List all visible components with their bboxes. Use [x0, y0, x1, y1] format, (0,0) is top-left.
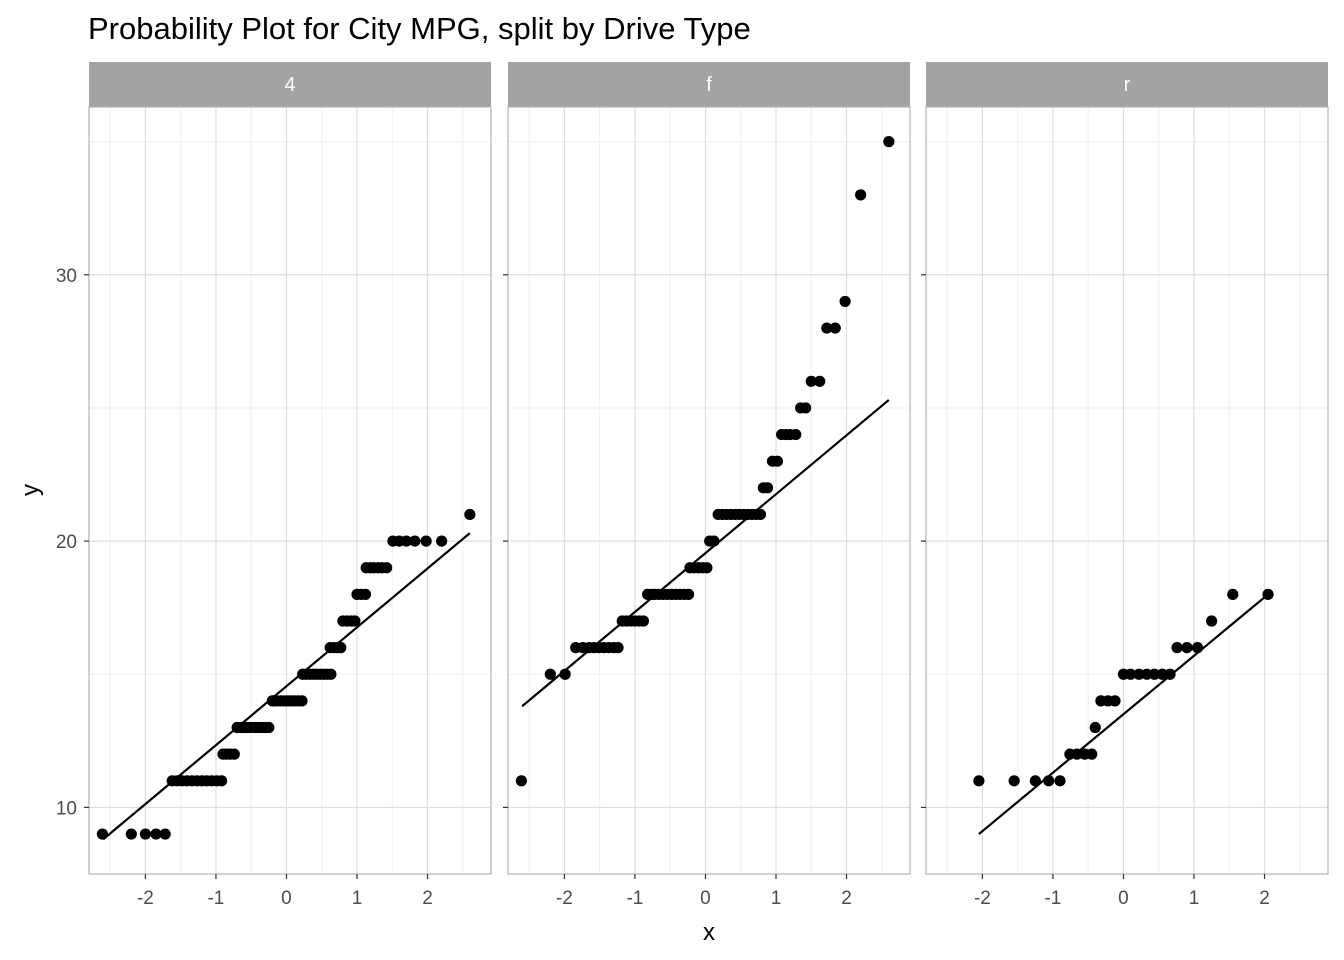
data-point — [855, 189, 867, 201]
facet-strip — [89, 62, 491, 107]
data-point — [701, 562, 713, 574]
data-point — [612, 642, 624, 654]
x-tick-label: -2 — [137, 888, 154, 909]
data-point — [1227, 588, 1239, 600]
data-point — [1133, 668, 1145, 680]
data-point — [359, 588, 372, 600]
data-point — [544, 668, 556, 680]
data-point — [839, 295, 851, 308]
data-point — [1148, 668, 1161, 680]
data-point — [325, 668, 337, 680]
x-tick-label: 2 — [841, 888, 852, 909]
data-point — [1054, 775, 1066, 787]
data-point — [215, 775, 228, 787]
qq-reference-line — [102, 532, 471, 841]
x-axis-title: x — [703, 919, 715, 946]
qq-reference-line — [521, 399, 890, 708]
data-point — [1191, 642, 1204, 654]
data-point — [1262, 588, 1274, 600]
data-point — [228, 748, 240, 760]
facet-panels: 4 -2 -1 0 1 2 10 20 30 f -2 -1 0 1 2 r -2 -1 0 1 2 — [56, 62, 1329, 909]
x-tick-label: 2 — [1259, 888, 1270, 909]
data-point — [1181, 642, 1193, 654]
facet-strip-label: f — [706, 74, 712, 96]
x-tick-label: 0 — [1118, 888, 1129, 909]
data-point — [436, 535, 448, 547]
data-point — [464, 508, 476, 521]
data-point — [1008, 775, 1020, 787]
data-point — [420, 535, 432, 547]
data-point — [335, 642, 347, 654]
data-point — [150, 828, 162, 840]
data-point — [1029, 775, 1041, 787]
x-tick-label: -2 — [974, 888, 991, 909]
data-point — [409, 535, 421, 547]
panel-border — [88, 106, 492, 875]
data-point — [1043, 775, 1055, 787]
data-point — [829, 322, 841, 334]
data-point — [1071, 748, 1083, 760]
facet-panel-r: r -2 -1 0 1 2 — [921, 62, 1329, 909]
x-tick-label: 1 — [771, 888, 782, 909]
data-point — [349, 615, 361, 627]
panel-border — [925, 106, 1329, 875]
qq-reference-line — [978, 593, 1269, 835]
data-point — [805, 375, 817, 387]
data-point — [1089, 721, 1101, 734]
data-point — [1086, 748, 1098, 760]
data-point — [139, 828, 152, 840]
data-point — [637, 615, 650, 627]
facet-strip — [508, 62, 910, 107]
data-point — [682, 588, 695, 600]
data-point — [1109, 695, 1121, 707]
facet-panel-4: 4 -2 -1 0 1 2 10 20 30 — [56, 62, 492, 909]
data-point — [96, 828, 108, 840]
data-point — [125, 828, 137, 840]
y-tick-label: 30 — [56, 266, 77, 287]
data-point — [1164, 668, 1176, 680]
data-point — [800, 402, 812, 414]
data-point — [381, 562, 393, 574]
facet-strip — [926, 62, 1328, 107]
facet-panel-f: f -2 -1 0 1 2 — [503, 62, 911, 909]
data-point — [754, 508, 767, 521]
panel-border — [507, 106, 911, 875]
data-point — [296, 695, 308, 707]
data-point — [400, 535, 412, 547]
y-tick-label: 10 — [56, 798, 77, 819]
data-point — [1171, 642, 1183, 654]
data-point — [771, 455, 784, 467]
data-point — [263, 721, 275, 734]
facet-strip-label: 4 — [284, 74, 295, 96]
data-point — [1206, 615, 1218, 627]
facet-strip-label: r — [1124, 74, 1131, 96]
x-tick-label: 0 — [700, 888, 711, 909]
data-point — [814, 375, 826, 387]
x-tick-label: -1 — [626, 888, 643, 909]
data-point — [821, 322, 833, 334]
x-tick-label: -2 — [556, 888, 573, 909]
x-tick-label: -1 — [1044, 888, 1061, 909]
data-point — [708, 535, 720, 547]
x-tick-label: 1 — [352, 888, 363, 909]
data-point — [159, 828, 171, 840]
data-point — [973, 775, 985, 787]
x-tick-label: -1 — [207, 888, 224, 909]
data-point — [883, 136, 895, 148]
data-point — [1141, 668, 1153, 680]
y-axis-title: y — [17, 484, 44, 496]
x-tick-label: 0 — [281, 888, 292, 909]
data-point — [761, 482, 774, 494]
x-tick-label: 2 — [422, 888, 433, 909]
data-point — [515, 775, 528, 787]
data-point — [559, 668, 571, 680]
y-tick-label: 20 — [56, 532, 77, 553]
data-point — [1124, 668, 1137, 680]
chart-title: Probability Plot for City MPG, split by … — [88, 11, 751, 46]
x-tick-label: 1 — [1189, 888, 1200, 909]
data-point — [790, 428, 802, 441]
data-point — [1156, 668, 1168, 680]
